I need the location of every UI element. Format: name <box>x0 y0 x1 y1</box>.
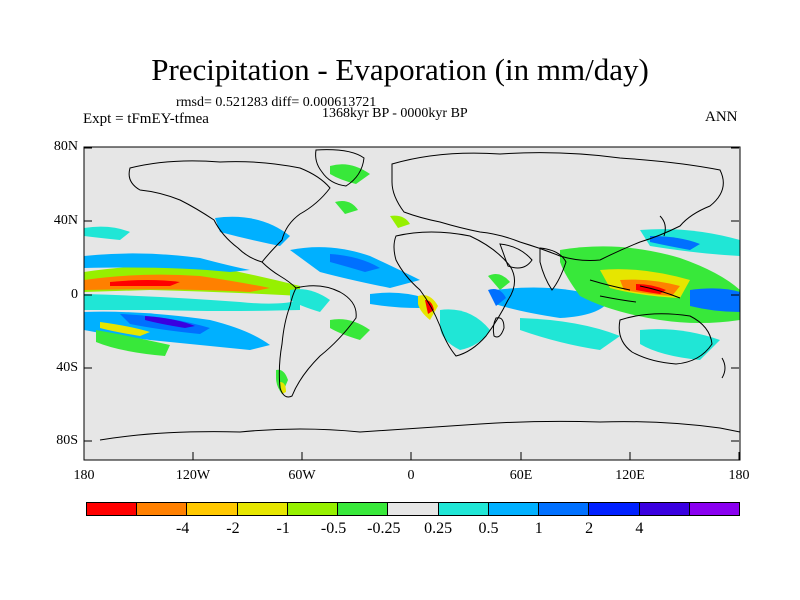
indonesia-coast <box>589 279 681 303</box>
australia-cyan <box>640 329 720 360</box>
colorbar-swatch <box>87 503 138 515</box>
lat-label-40s: 40S <box>56 360 78 375</box>
pacific-equator-cyan <box>84 294 300 311</box>
lat-label-40n: 40N <box>53 213 78 228</box>
south-pacific-yellow <box>100 322 150 336</box>
colorbar-tick-label: -0.25 <box>367 520 401 537</box>
pacific-itcz-orange <box>84 274 270 292</box>
colorbar-swatch <box>689 503 740 515</box>
pacific-north-blue <box>84 253 250 272</box>
colorbar-swatch <box>639 503 690 515</box>
lon-label-120e: 120E <box>615 468 645 483</box>
pe-field-patches <box>84 164 740 394</box>
west-pacific-darkblue <box>650 236 700 250</box>
central-america-coast <box>261 261 297 289</box>
pacific-itcz-red <box>110 280 180 286</box>
colorbar-swatch <box>338 503 389 515</box>
colorbar-swatch <box>237 503 288 515</box>
north-pacific-blue <box>215 216 290 246</box>
africa-cyan <box>440 309 490 350</box>
colorbar-swatch <box>187 503 238 515</box>
india-coast <box>539 247 567 291</box>
colorbar-tick-label: -1 <box>276 520 290 537</box>
colorbar-swatch <box>438 503 489 515</box>
lon-label-180e: 180 <box>728 468 750 483</box>
colorbar-swatch <box>488 503 540 515</box>
north-america-coast <box>128 160 331 263</box>
antarctica-coast <box>99 420 741 441</box>
lon-label-60w: 60W <box>288 468 316 483</box>
eurasia-coast <box>391 152 724 261</box>
south-america-coast <box>278 285 357 398</box>
west-pacific-blue <box>690 288 740 312</box>
season-label: ANN <box>705 109 738 125</box>
colorbar-swatch <box>388 503 439 515</box>
amazon-red <box>425 300 434 314</box>
stats-label: rmsd= 0.521283 diff= 0.000613721 <box>176 95 377 110</box>
colorbar-tick-label: 2 <box>585 520 594 537</box>
madagascar-darkblue <box>488 289 506 306</box>
colorbar-tick-label: 0.5 <box>478 520 499 537</box>
colorbar <box>86 502 740 516</box>
colorbar-tick-label: -4 <box>175 520 190 537</box>
coastlines <box>99 149 741 441</box>
colorbar-tick-label: 1 <box>534 520 543 537</box>
lat-label-0: 0 <box>71 287 78 302</box>
atlantic-cyan <box>290 289 330 312</box>
madagascar-coast <box>492 317 505 338</box>
lon-label-0: 0 <box>407 468 415 483</box>
map-frame <box>83 146 741 461</box>
arctic-green <box>330 164 370 184</box>
africa-green <box>488 274 510 290</box>
north-pacific-cyan <box>84 226 130 240</box>
south-atlantic-green <box>330 319 370 340</box>
experiment-label: Expt = tFmEY-tfmea <box>83 111 209 127</box>
south-pacific-purple <box>145 316 195 328</box>
colorbar-swatch <box>137 503 188 515</box>
africa-coast <box>393 231 515 357</box>
lon-label-180w: 180 <box>73 468 95 483</box>
colorbar-tick-label: 4 <box>635 520 644 537</box>
lon-label-120w: 120W <box>175 468 211 483</box>
lon-label-60e: 60E <box>509 468 533 483</box>
greenland-coast <box>315 149 365 187</box>
colorbar-tick-label: -2 <box>226 520 240 537</box>
indian-ocean-cyan <box>520 318 620 350</box>
atlantic-green <box>335 201 358 214</box>
lat-label-80s: 80S <box>56 433 78 448</box>
colorbar-tick-label: 0.25 <box>424 520 453 537</box>
south-pacific-green <box>96 330 170 356</box>
europe-green <box>390 215 410 228</box>
arabia-coast <box>499 243 533 269</box>
atlantic-darkblue <box>330 254 380 272</box>
australia-coast <box>618 313 713 365</box>
new-zealand-coast <box>721 357 726 379</box>
map-title: Precipitation - Evaporation (in mm/day) <box>151 52 649 87</box>
colorbar-swatch <box>287 503 339 515</box>
colorbar-swatch <box>589 503 640 515</box>
lat-label-80n: 80N <box>53 139 78 154</box>
colorbar-tick-label: -0.5 <box>320 520 347 537</box>
axis-ticks <box>83 147 740 460</box>
atlantic-itcz <box>370 292 425 308</box>
colorbar-swatch <box>539 503 590 515</box>
japan-coast <box>659 215 666 237</box>
period-label: 1368kyr BP - 0000kyr BP <box>322 106 468 121</box>
